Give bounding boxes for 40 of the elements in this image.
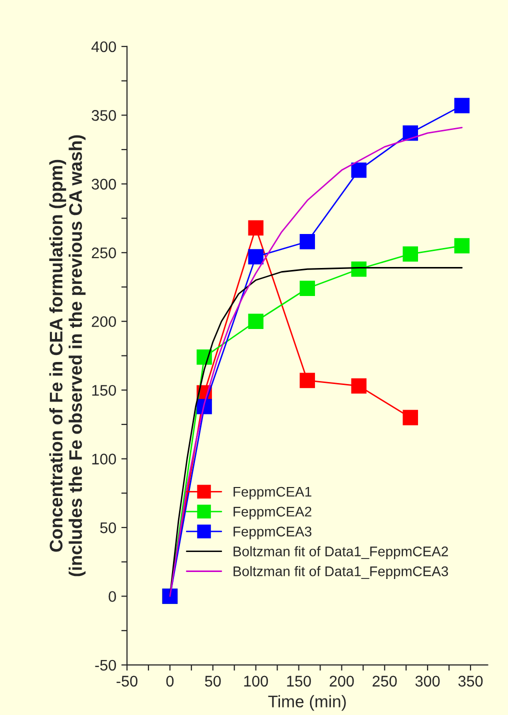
y-tick-label: 200 xyxy=(92,316,116,328)
legend-label: Boltzman fit of Data1_FeppmCEA3 xyxy=(234,566,448,579)
point xyxy=(248,314,264,329)
point xyxy=(351,162,367,178)
y-tick-label: 400 xyxy=(91,41,116,52)
x-axis-title: Time (min) xyxy=(268,695,346,711)
point xyxy=(300,234,315,250)
y-tick-label: 50 xyxy=(100,522,116,534)
point xyxy=(248,249,264,264)
x-tick-label: 300 xyxy=(415,676,440,687)
x-tick-label: -50 xyxy=(116,676,138,687)
point xyxy=(402,246,418,262)
y-tick-label: 100 xyxy=(92,454,116,464)
point xyxy=(454,238,470,254)
y-tick-label: 250 xyxy=(92,248,116,258)
point xyxy=(351,378,367,394)
point xyxy=(351,261,367,277)
point xyxy=(196,349,212,365)
y-tick-label: -50 xyxy=(95,660,116,671)
x-tick-label: 0 xyxy=(166,676,174,687)
y-tick-label: 350 xyxy=(92,110,116,121)
x-tick-label: 50 xyxy=(204,676,221,687)
y-tick-label: 0 xyxy=(108,591,116,602)
y-tick-label: 150 xyxy=(92,384,116,396)
point xyxy=(402,410,418,426)
x-tick-label: 250 xyxy=(372,676,397,687)
point xyxy=(300,372,315,388)
point xyxy=(300,280,315,296)
x-tick-label: 150 xyxy=(287,676,311,687)
x-tick-label: 100 xyxy=(244,676,268,687)
legend-label: FeppmCEA2 xyxy=(234,506,312,520)
legend-label: Boltzman fit of Data1_FeppmCEA2 xyxy=(234,546,448,560)
point xyxy=(454,98,470,114)
legend-label: FeppmCEA1 xyxy=(234,486,312,500)
point xyxy=(248,220,264,236)
x-tick-label: 200 xyxy=(330,676,354,687)
legend-label: FeppmCEA3 xyxy=(234,526,312,540)
y-axis-title: Concentration of Fe in CEA formulation (ppm) (includes the Fe observed in the previous CA wash) xyxy=(49,135,86,576)
y-tick-label: 300 xyxy=(92,178,116,190)
x-tick-label: 350 xyxy=(458,676,483,687)
